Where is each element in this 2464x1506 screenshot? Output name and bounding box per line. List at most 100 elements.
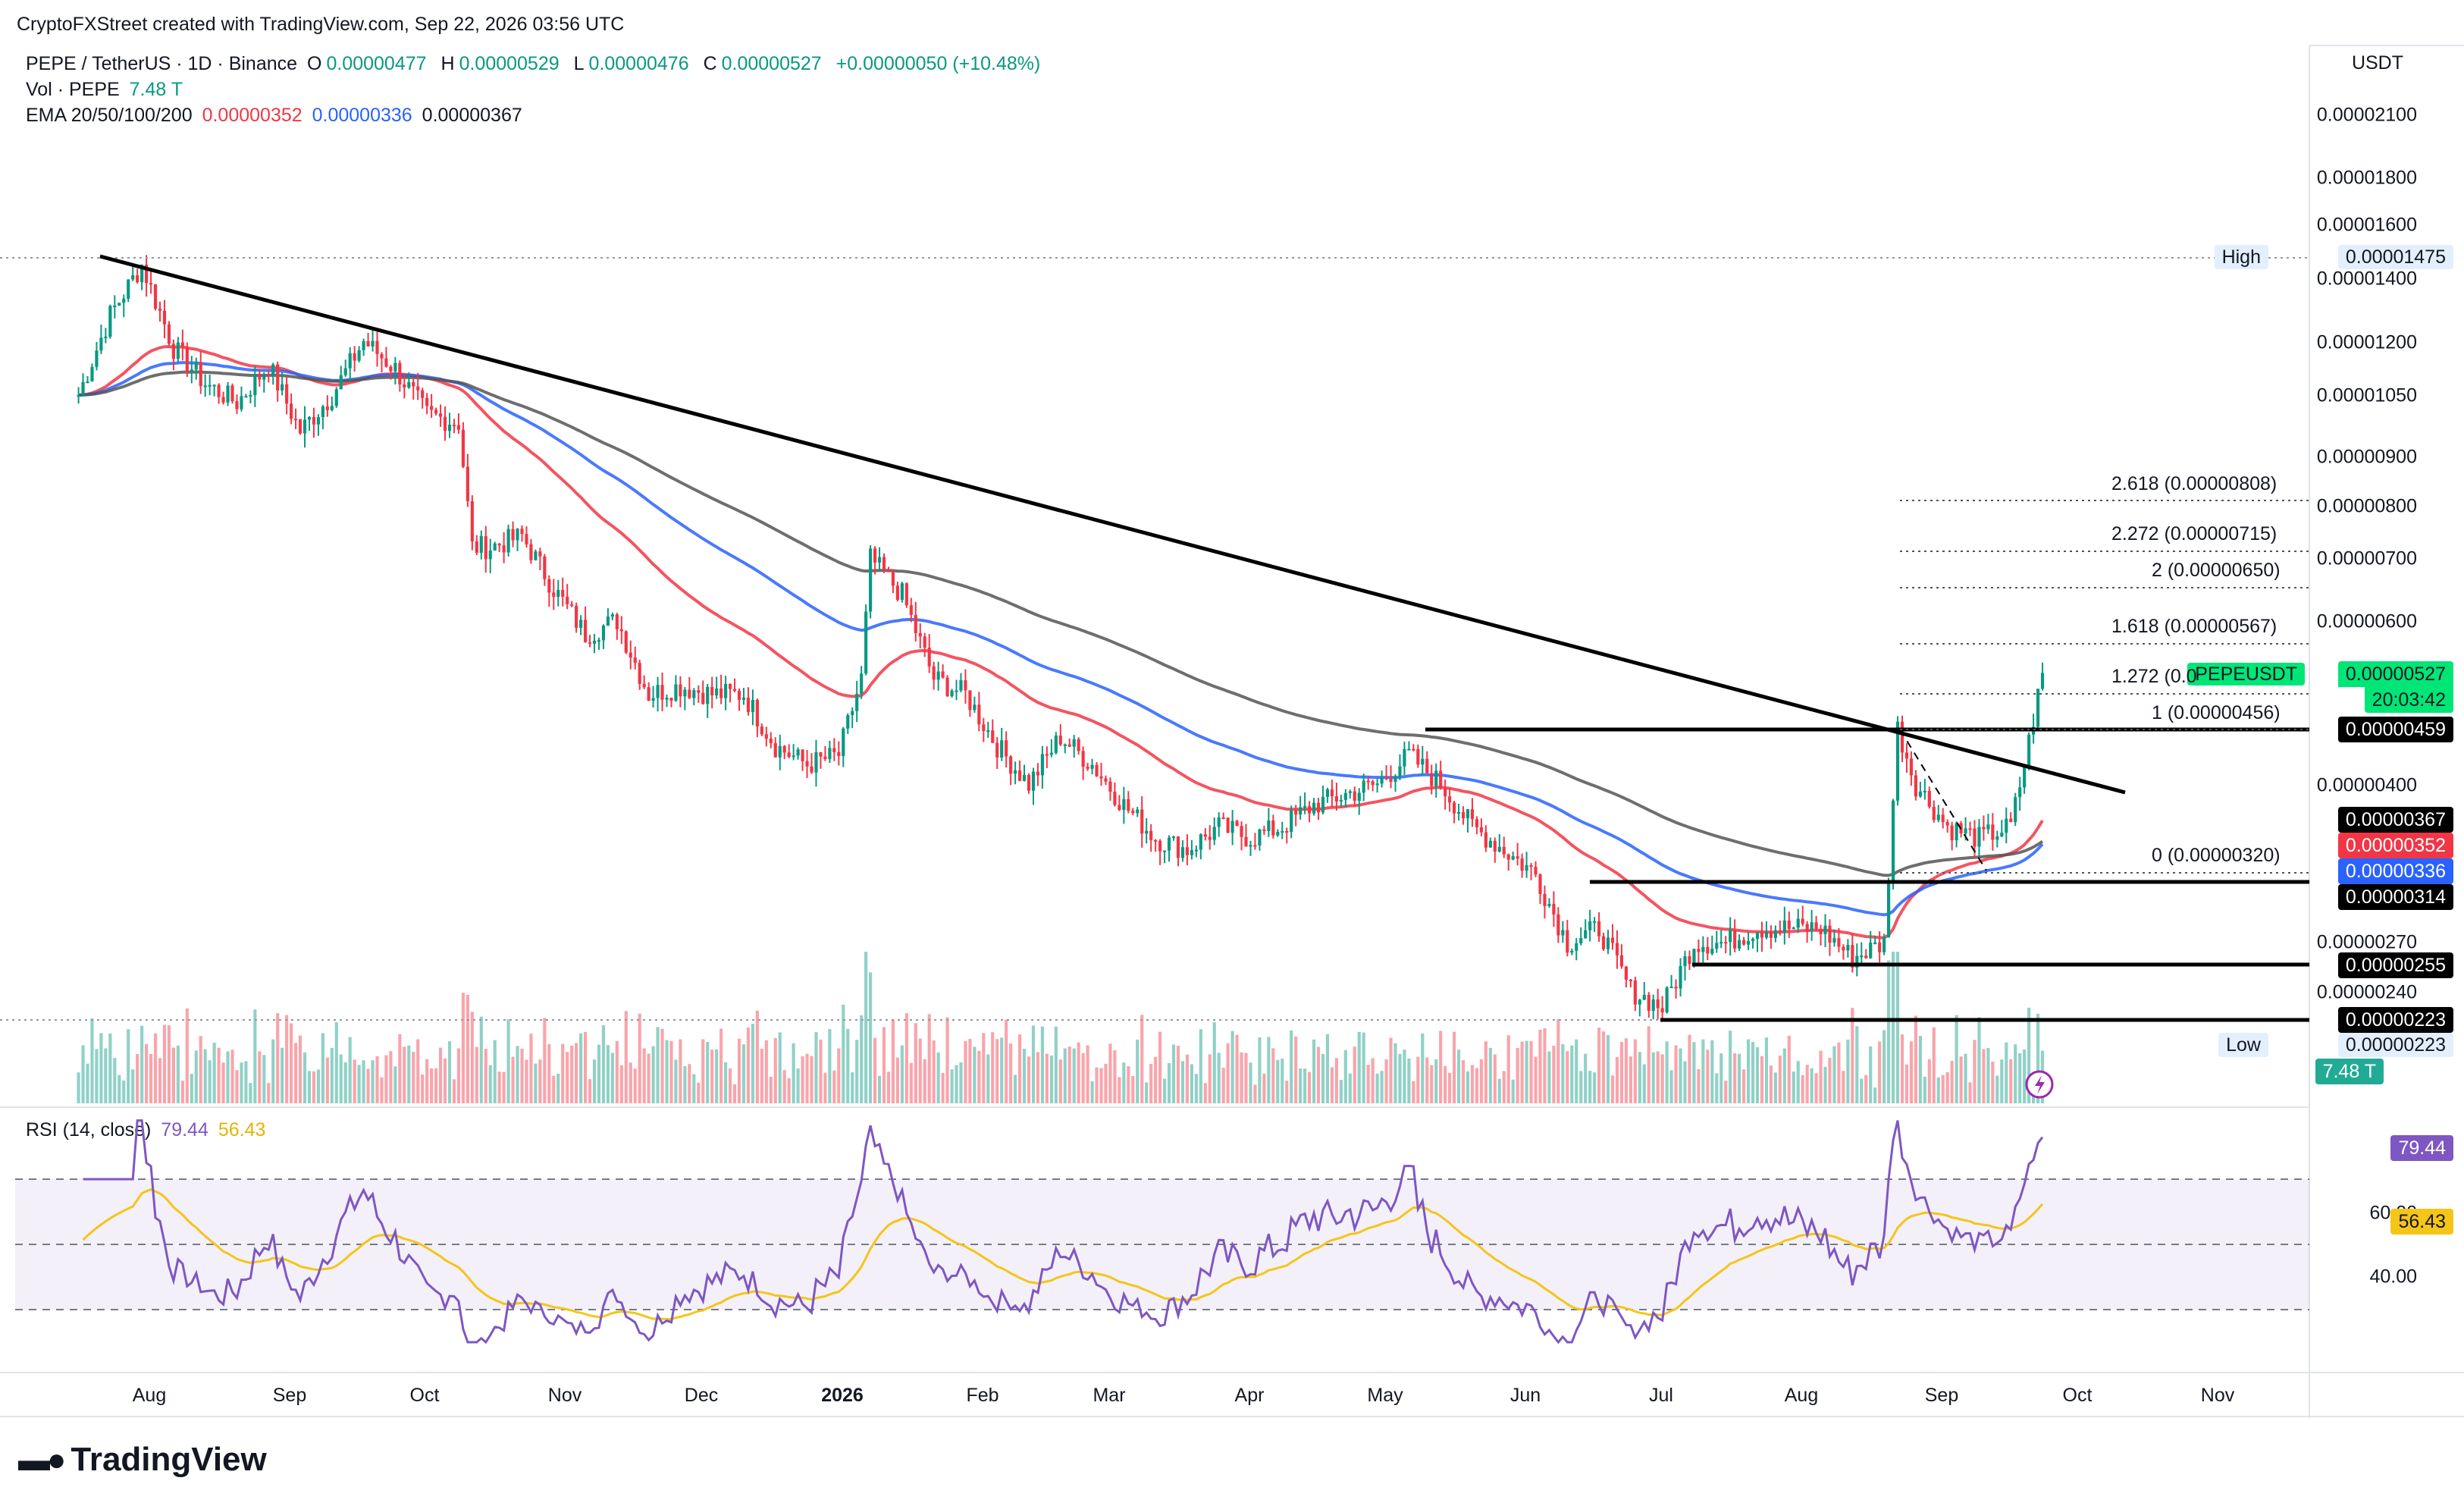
low-value: 0.00000476 [588,53,689,74]
high-value: 0.00000529 [459,53,560,74]
volume-bar [348,1037,352,1103]
rsi-label[interactable]: RSI (14, close) [26,1119,152,1140]
price-tick: 0.00001050 [2316,384,2417,406]
volume-bar [1782,1048,1786,1103]
candle-body [760,726,763,735]
volume-bar [281,1047,284,1103]
candle-body [1525,864,1528,871]
candle-body [918,632,922,637]
candle-body [692,690,696,698]
currency-label[interactable]: USDT [2351,52,2403,74]
volume-bar [886,1071,891,1103]
close-value: 0.00000527 [721,53,822,74]
flash-icon[interactable] [2025,1070,2054,1099]
volume-bar [1497,1078,1501,1103]
candle-body [1113,792,1117,805]
volume-bar [2027,1007,2031,1103]
volume-bar [1226,1043,1230,1103]
volume-bar [1244,1053,1248,1103]
volume-bar [334,1022,338,1103]
volume-bar [1642,1064,1646,1103]
volume-bar [1430,1065,1434,1103]
volume-bar [1171,1044,1176,1103]
candle-body [95,350,99,367]
volume-bar [108,1033,112,1103]
candle-body [1249,845,1252,847]
candle-body [1217,817,1221,827]
candle-body [176,342,180,359]
volume-bar [1185,1054,1190,1103]
time-tick: Oct [2062,1385,2093,1406]
candle-body [1072,739,1076,747]
volume-bar [493,1040,497,1103]
volume-bar [796,1068,800,1103]
candle-body [1764,932,1769,938]
volume-bar [1479,1059,1483,1103]
candle-body [1629,979,1632,981]
volume-bar [909,1062,913,1103]
candle-body [1855,955,1859,968]
candle-body [1036,771,1040,776]
volume-bar [823,1072,827,1103]
volume-label[interactable]: Vol · PEPE [26,79,120,100]
volume-bars [77,952,2045,1103]
volume-bar [366,1068,370,1103]
candle-body [1823,925,1827,934]
candle-body [334,389,338,406]
price-tick: 0.00001400 [2316,268,2417,290]
tradingview-logo[interactable]: ▬● TradingView [18,1441,267,1479]
candle-body [1584,930,1588,939]
candle-body [792,755,795,758]
volume-bar [1027,1056,1031,1103]
candle-body [1316,802,1321,813]
candle-body [516,529,519,541]
candle-body [99,337,103,351]
candle-body [384,358,388,367]
volume-bar [1421,1033,1425,1103]
candle-body [823,756,827,760]
volume-bar [529,1034,533,1103]
candle-body [1977,827,1981,847]
volume-bar [755,1010,759,1103]
volume-bar [176,1045,180,1103]
volume-bar [1221,1068,1225,1103]
candle-body [932,666,936,680]
volume-bar [669,1040,673,1103]
candle-body [362,340,365,350]
volume-bar [1009,1043,1013,1103]
volume-bar [235,1070,239,1103]
candle-body [484,536,487,560]
volume-bar [502,1071,506,1103]
candle-body [153,284,158,309]
volume-bar [1805,1065,1809,1103]
candle-body [1619,955,1624,967]
candle-body [262,374,266,380]
candle-body [2040,673,2045,689]
volume-bar [303,1052,307,1103]
candle-body [425,397,429,406]
candle-body [746,697,751,712]
volume-bar [651,1046,655,1103]
candle-body [1077,739,1080,751]
level-314-tag: 0.00000314 [2337,884,2453,910]
time-tick: Mar [1092,1385,1126,1406]
candle-body [642,683,646,688]
candle-body [619,629,623,632]
volume-bar [1968,1082,1972,1103]
ema-label[interactable]: EMA 20/50/100/200 [26,105,193,126]
volume-bar [1860,1078,1864,1103]
symbol-name[interactable]: PEPE / TetherUS · 1D · Binance [26,53,298,74]
volume-bar [506,1019,510,1103]
candle-body [1864,955,1868,959]
volume-bar [208,1060,212,1103]
volume-bar [764,1040,768,1103]
candle-body [1281,830,1284,833]
price-tick: 0.00000270 [2316,931,2417,953]
candle-body [461,429,466,467]
volume-bar [1072,1048,1076,1103]
volume-bar [760,1049,763,1103]
volume-bar [1746,1039,1751,1103]
volume-bar [1081,1053,1085,1103]
